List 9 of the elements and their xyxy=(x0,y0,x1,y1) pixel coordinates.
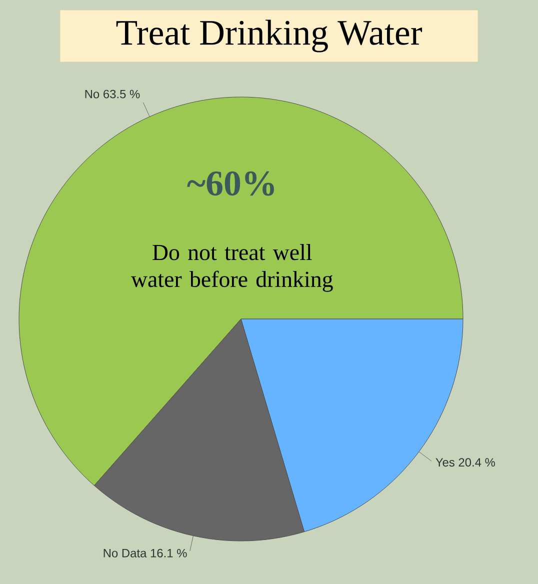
slice-label: No xyxy=(85,90,100,98)
slice-label: No Data xyxy=(104,549,147,558)
data-label: 63.5 % xyxy=(104,90,140,98)
data-label: 20.4 % xyxy=(458,458,495,467)
chart-title: Treat Drinking Water xyxy=(116,20,422,52)
text: ~60% xyxy=(187,171,274,196)
text: Do not treat well water before drinking xyxy=(130,244,333,292)
slice-label: Yes xyxy=(436,458,454,467)
data-label: 16.1 % xyxy=(150,548,187,558)
